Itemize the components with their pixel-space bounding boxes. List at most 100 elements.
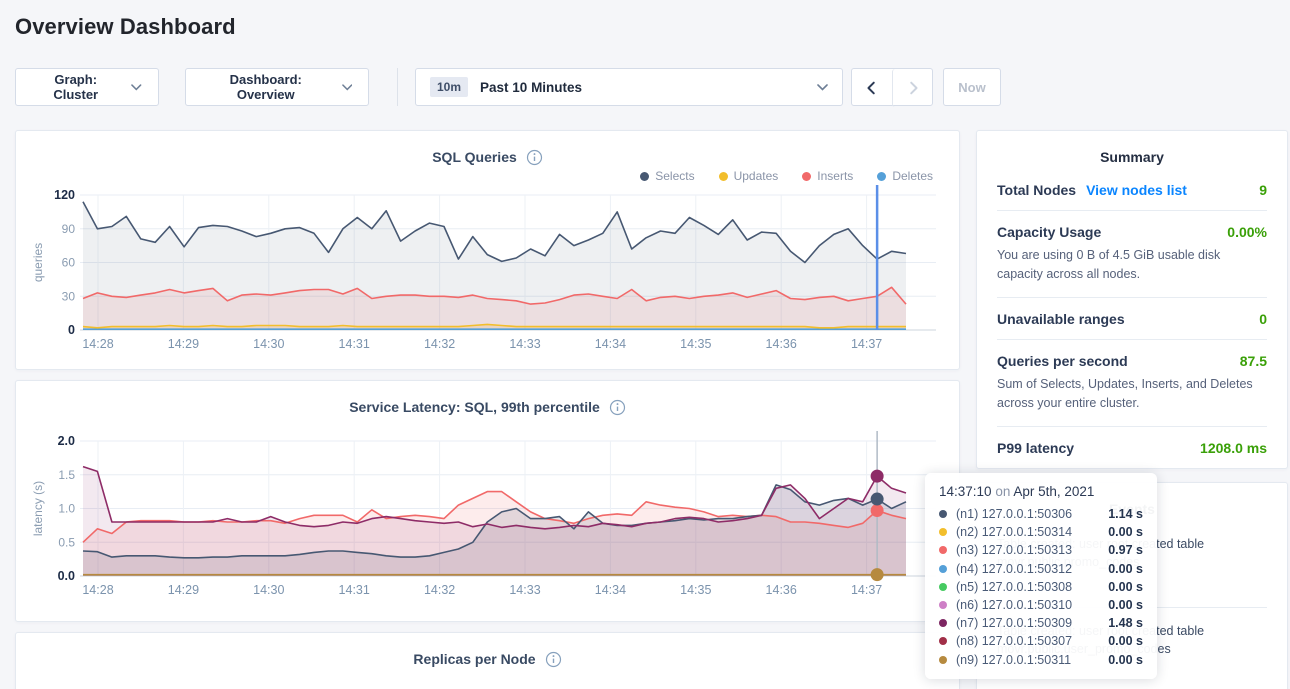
svg-text:14:34: 14:34: [595, 337, 626, 351]
capacity-label: Capacity Usage: [997, 224, 1101, 240]
legend-dot: [877, 172, 886, 181]
now-button[interactable]: Now: [943, 68, 1001, 106]
dashboard-dropdown-label: Dashboard: Overview: [202, 72, 330, 102]
chevron-down-icon: [131, 84, 142, 91]
chart-legend: Selects Updates Inserts Deletes: [16, 167, 933, 185]
unavailable-ranges-label: Unavailable ranges: [997, 311, 1125, 327]
info-icon[interactable]: [526, 149, 543, 166]
legend-item-updates: Updates: [719, 169, 779, 183]
total-nodes-value: 9: [1259, 182, 1267, 198]
summary-title: Summary: [997, 131, 1267, 169]
summary-row-total-nodes: Total Nodes View nodes list 9: [997, 169, 1267, 211]
svg-text:2.0: 2.0: [58, 434, 75, 448]
capacity-description: You are using 0 B of 4.5 GiB usable disk…: [997, 246, 1267, 285]
summary-row-capacity: Capacity Usage 0.00% You are using 0 B o…: [997, 211, 1267, 298]
svg-text:14:29: 14:29: [168, 583, 199, 597]
graph-dropdown-label: Graph: Cluster: [32, 72, 119, 102]
svg-text:1.0: 1.0: [58, 502, 75, 516]
event-item: Table created: user root created table m…: [997, 535, 1267, 571]
dashboard-dropdown[interactable]: Dashboard: Overview: [185, 68, 369, 106]
svg-text:14:28: 14:28: [82, 583, 113, 597]
svg-text:latency (s): latency (s): [31, 481, 45, 536]
chevron-down-icon: [342, 84, 353, 91]
svg-text:14:37: 14:37: [851, 337, 882, 351]
qps-value: 87.5: [1240, 353, 1267, 369]
time-range-badge: 10m: [430, 77, 468, 97]
summary-card: Summary Total Nodes View nodes list 9 Ca…: [976, 130, 1288, 469]
events-title: Events: [997, 483, 1267, 521]
view-nodes-list-link[interactable]: View nodes list: [1086, 182, 1187, 198]
sql-queries-chart[interactable]: 0 30 60 90 120 14:28 14:29 14:30 14:31 14:32 14:33…: [28, 185, 959, 362]
events-card: Events Table created: user root created …: [976, 482, 1288, 689]
legend-label: Deletes: [892, 169, 933, 183]
legend-dot: [640, 172, 649, 181]
svg-text:1.5: 1.5: [58, 468, 75, 482]
svg-text:0.0: 0.0: [58, 569, 75, 583]
svg-text:14:36: 14:36: [766, 583, 797, 597]
main-content: SQL Queries Selects Updates Inserts Deletes…: [15, 130, 1288, 689]
sidebar-column: Summary Total Nodes View nodes list 9 Ca…: [976, 130, 1288, 689]
sql-queries-title: SQL Queries: [432, 149, 517, 165]
events-divider: [997, 607, 1267, 608]
svg-text:14:28: 14:28: [82, 337, 113, 351]
total-nodes-label: Total Nodes: [997, 182, 1076, 198]
svg-text:90: 90: [62, 222, 76, 236]
summary-row-qps: Queries per second 87.5 Sum of Selects, …: [997, 340, 1267, 427]
p99-label: P99 latency: [997, 440, 1074, 456]
legend-item-inserts: Inserts: [802, 169, 853, 183]
svg-text:14:35: 14:35: [680, 583, 711, 597]
p99-value: 1208.0 ms: [1200, 440, 1267, 456]
legend-item-selects: Selects: [640, 169, 694, 183]
time-range-selector[interactable]: 10m Past 10 Minutes: [415, 68, 843, 106]
summary-row-p99: P99 latency 1208.0 ms: [997, 427, 1267, 468]
overview-dashboard-page: Overview Dashboard Graph: Cluster Dashbo…: [0, 0, 1290, 689]
service-latency-title: Service Latency: SQL, 99th percentile: [349, 399, 600, 415]
svg-text:14:33: 14:33: [509, 337, 540, 351]
sql-queries-title-row: SQL Queries: [16, 131, 959, 167]
unavailable-ranges-value: 0: [1259, 311, 1267, 327]
svg-text:60: 60: [62, 256, 76, 270]
svg-text:14:30: 14:30: [253, 337, 284, 351]
svg-text:14:33: 14:33: [509, 583, 540, 597]
service-latency-title-row: Service Latency: SQL, 99th percentile: [16, 381, 959, 417]
info-icon[interactable]: [609, 399, 626, 416]
time-next-button[interactable]: [892, 69, 932, 107]
svg-text:0: 0: [68, 323, 75, 337]
service-latency-chart[interactable]: 0.00.51.01.52.014:2814:2914:3014:3114:32…: [28, 431, 959, 608]
time-nav-group: [851, 68, 933, 106]
charts-column: SQL Queries Selects Updates Inserts Deletes…: [15, 130, 960, 689]
svg-text:14:37: 14:37: [851, 583, 882, 597]
svg-text:14:30: 14:30: [253, 583, 284, 597]
replicas-title-row: Replicas per Node: [16, 633, 959, 669]
service-latency-card: Service Latency: SQL, 99th percentile 0.…: [15, 380, 960, 622]
graph-dropdown[interactable]: Graph: Cluster: [15, 68, 159, 106]
svg-text:14:31: 14:31: [339, 583, 370, 597]
qps-description: Sum of Selects, Updates, Inserts, and De…: [997, 375, 1267, 414]
time-prev-button[interactable]: [852, 69, 892, 107]
legend-label: Inserts: [817, 169, 853, 183]
controls-bar: Graph: Cluster Dashboard: Overview 10m P…: [15, 68, 1275, 106]
chevron-down-icon: [817, 84, 828, 91]
svg-text:14:34: 14:34: [595, 583, 626, 597]
time-range-label: Past 10 Minutes: [480, 80, 582, 95]
legend-dot: [719, 172, 728, 181]
svg-text:120: 120: [54, 188, 75, 202]
svg-text:14:32: 14:32: [424, 583, 455, 597]
chevron-left-icon: [864, 80, 880, 96]
legend-dot: [802, 172, 811, 181]
svg-text:14:36: 14:36: [766, 337, 797, 351]
svg-text:14:32: 14:32: [424, 337, 455, 351]
capacity-value: 0.00%: [1227, 224, 1267, 240]
sql-queries-card: SQL Queries Selects Updates Inserts Deletes…: [15, 130, 960, 370]
svg-text:30: 30: [62, 289, 76, 303]
svg-text:14:29: 14:29: [168, 337, 199, 351]
event-item: Table created: user root created table m…: [997, 622, 1267, 658]
replicas-title: Replicas per Node: [413, 651, 535, 667]
summary-row-unavailable-ranges: Unavailable ranges 0: [997, 298, 1267, 340]
info-icon[interactable]: [545, 651, 562, 668]
now-button-label: Now: [958, 80, 985, 95]
page-title: Overview Dashboard: [15, 14, 1290, 40]
svg-text:queries: queries: [31, 243, 45, 282]
svg-text:14:31: 14:31: [339, 337, 370, 351]
replicas-per-node-card: Replicas per Node: [15, 632, 960, 689]
